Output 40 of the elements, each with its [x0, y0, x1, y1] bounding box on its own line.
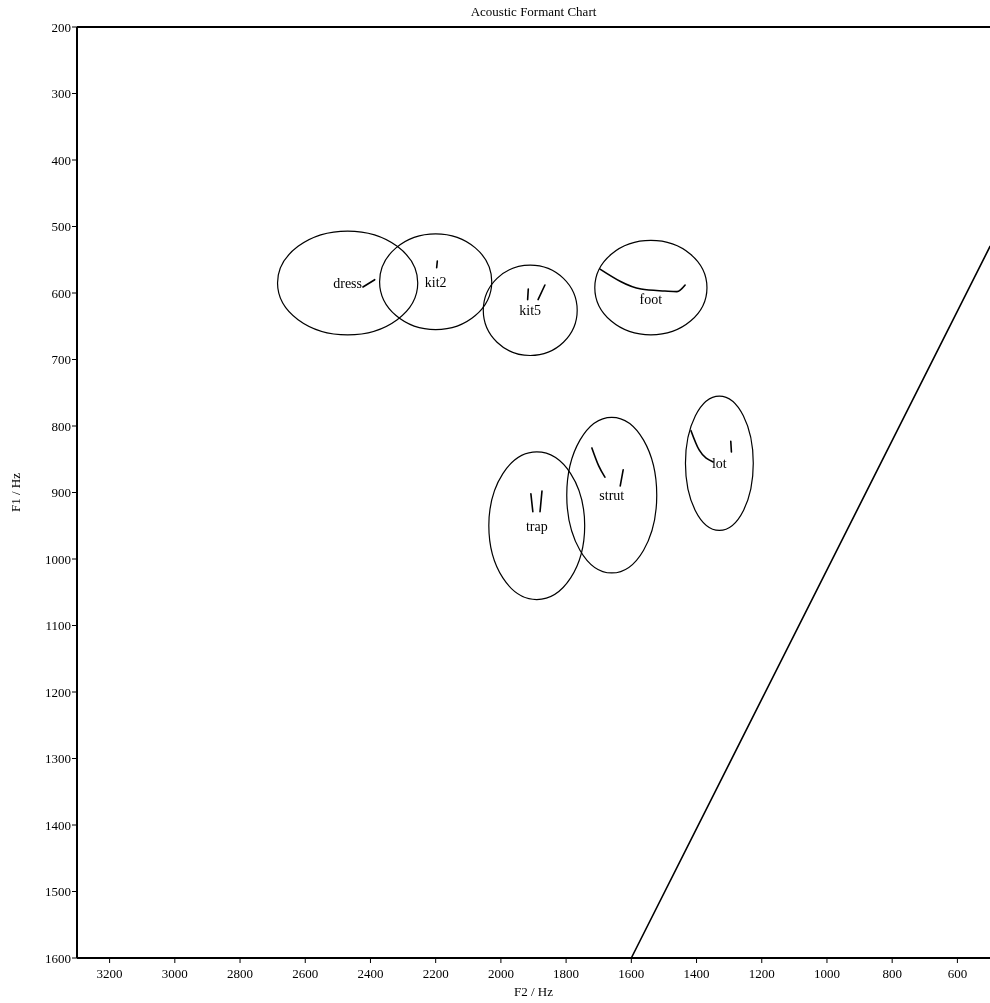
annotation: kit2: [424, 274, 447, 290]
x-tick-label: 2000: [487, 966, 514, 981]
x-tick-label: 1400: [683, 966, 710, 981]
annotation: kit5: [519, 303, 542, 319]
line-series: [599, 268, 686, 293]
y-tick-label: 1100: [45, 618, 71, 634]
y-tick-label: 1000: [45, 551, 71, 567]
y-tick-label: 1500: [45, 884, 71, 900]
y-tick-label: 1600: [45, 950, 71, 966]
y-tick-label: 200: [51, 19, 71, 35]
y-tick-label: 800: [51, 418, 71, 434]
x-tick-label: 1200: [748, 966, 775, 981]
x-tick-label: 1000: [813, 966, 840, 981]
x-tick-label: 1800: [553, 966, 580, 981]
x-tick-label: 3200: [96, 966, 123, 981]
x-tick-label: 2800: [227, 966, 254, 981]
y-tick-label: 900: [51, 485, 71, 501]
y-tick-label: 1300: [45, 751, 71, 767]
y-tick-label: 1400: [45, 817, 71, 833]
y-tick-label: 700: [51, 352, 71, 368]
y-axis-title: F1 / Hz: [8, 472, 23, 512]
annotation: trap: [525, 518, 548, 534]
y-tick-label: 500: [51, 219, 71, 235]
chart-title: Acoustic Formant Chart: [470, 4, 597, 19]
x-tick-label: 2200: [422, 966, 449, 981]
y-tick-label: 1200: [45, 684, 71, 700]
x-tick-label: 600: [947, 966, 968, 981]
y-tick-label: 600: [51, 285, 71, 301]
annotation: dress: [333, 275, 363, 291]
x-tick-label: 3000: [161, 966, 188, 981]
x-axis-title: F2 / Hz: [514, 984, 554, 999]
y-tick-label: 300: [51, 86, 71, 102]
annotation: foot: [639, 291, 663, 307]
y-tick-label: 400: [51, 152, 71, 168]
x-tick-label: 1600: [618, 966, 645, 981]
x-tick-label: 800: [882, 966, 902, 981]
x-tick-label: 2600: [292, 966, 319, 981]
x-tick-label: 2400: [357, 966, 384, 981]
annotation: strut: [599, 488, 625, 504]
annotation: lot: [711, 456, 727, 472]
